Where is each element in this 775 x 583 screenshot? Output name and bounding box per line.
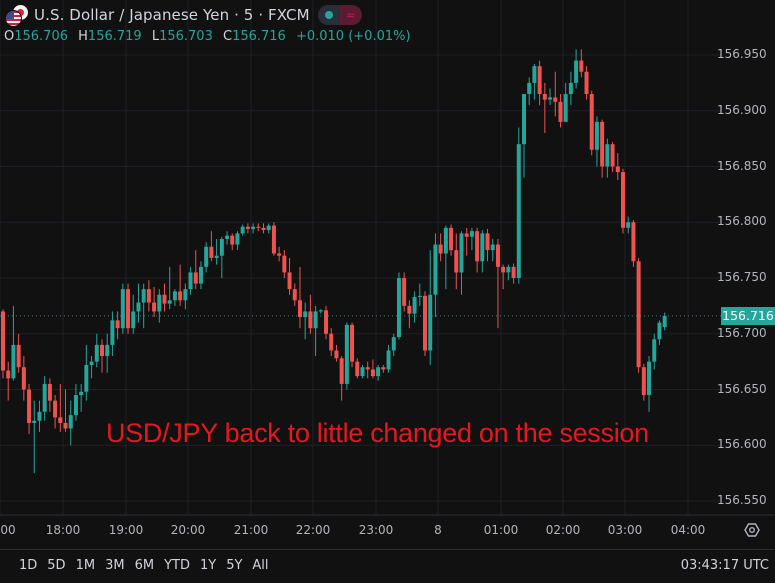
range-ytd-button[interactable]: YTD [164, 558, 190, 573]
time-axis-label: 04:00 [670, 523, 706, 537]
low-label: L [151, 29, 160, 44]
time-axis-label: 8 [434, 523, 442, 537]
open-value: 156.706 [14, 29, 68, 44]
price-axis-label: 156.800 [717, 214, 767, 229]
price-axis-label: 156.750 [717, 270, 767, 284]
price-axis-label: 156.950 [717, 47, 767, 61]
high-value: 156.719 [87, 29, 142, 44]
range-3m-button[interactable]: 3M [105, 558, 125, 573]
time-axis-label: 01:00 [483, 523, 519, 537]
price-axis-label: 156.600 [717, 437, 767, 452]
low-value: 156.703 [159, 29, 213, 44]
price-axis-label: 156.650 [717, 381, 767, 396]
candles [1, 49, 667, 474]
range-1y-button[interactable]: 1Y [199, 558, 217, 573]
time-axis-label: 03:00 [607, 523, 643, 537]
chart-annotation: USD/JPY back to little changed on the se… [106, 418, 649, 448]
range-5d-button[interactable]: 5D [47, 558, 66, 573]
market-status-toggle[interactable]: ≈ [317, 5, 362, 25]
price-axis-label: 156.700 [717, 325, 767, 340]
date-range-buttons: 1D 5D 1M 3M 6M YTD 1Y 5Y All [14, 558, 274, 573]
bottom-toolbar: 1D 5D 1M 3M 6M YTD 1Y 5Y All 03:43:17 UT… [0, 549, 775, 583]
market-open-dot-icon[interactable] [317, 5, 340, 25]
time-axis-label: 23:00 [358, 523, 394, 537]
ohlc-values: O156.706 H156.719 L156.703 C156.716 +0.0… [4, 29, 417, 44]
chart-grid [0, 0, 775, 516]
open-label: O [4, 29, 15, 44]
gear-hexagon-icon[interactable] [744, 522, 760, 538]
time-axis-label: :00 [0, 523, 16, 537]
chart-header: U.S. Dollar / Japanese Yen · 5 · FXCM ≈ … [4, 4, 417, 44]
time-axis-label: 19:00 [108, 523, 144, 537]
change-value: +0.010 (+0.01%) [295, 29, 411, 44]
price-axis-label: 156.900 [717, 102, 767, 117]
last-price-badge: 156.716 [721, 306, 775, 325]
close-label: C [222, 29, 233, 44]
range-1m-button[interactable]: 1M [75, 558, 96, 573]
range-6m-button[interactable]: 6M [134, 558, 155, 573]
range-all-button[interactable]: All [252, 558, 269, 573]
price-axis-label: 156.850 [717, 158, 767, 173]
symbol-title[interactable]: U.S. Dollar / Japanese Yen · 5 · FXCM [34, 6, 310, 24]
close-value: 156.716 [232, 29, 286, 44]
time-axis-label: 22:00 [295, 523, 331, 537]
range-1d-button[interactable]: 1D [19, 558, 38, 573]
time-axis-label: 18:00 [45, 523, 81, 537]
time-axis-label: 02:00 [545, 523, 581, 537]
range-5y-button[interactable]: 5Y [226, 558, 243, 573]
price-axis-label: 156.550 [717, 493, 767, 507]
high-label: H [78, 29, 88, 44]
tilde-indicator-icon[interactable]: ≈ [339, 5, 362, 25]
candlestick-chart[interactable] [0, 0, 775, 549]
usd-jpy-flags-icon [4, 4, 32, 27]
utc-clock[interactable]: 03:43:17 UTC [680, 558, 769, 573]
time-axis-label: 21:00 [233, 523, 269, 537]
time-axis-label: 20:00 [170, 523, 206, 537]
